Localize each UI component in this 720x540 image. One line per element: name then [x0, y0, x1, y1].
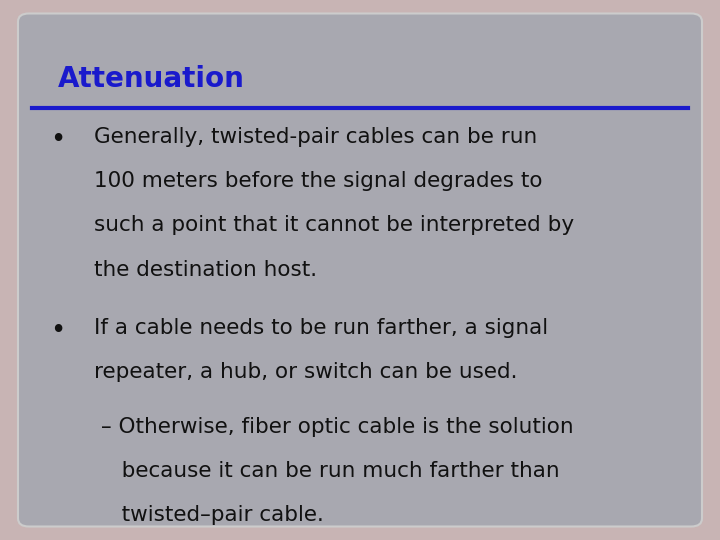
Text: repeater, a hub, or switch can be used.: repeater, a hub, or switch can be used.	[94, 362, 517, 382]
Text: twisted–pair cable.: twisted–pair cable.	[101, 505, 324, 525]
FancyBboxPatch shape	[18, 14, 702, 526]
Text: 100 meters before the signal degrades to: 100 meters before the signal degrades to	[94, 171, 542, 191]
Text: – Otherwise, fiber optic cable is the solution: – Otherwise, fiber optic cable is the so…	[101, 417, 573, 437]
Text: such a point that it cannot be interpreted by: such a point that it cannot be interpret…	[94, 215, 574, 235]
Text: Attenuation: Attenuation	[58, 65, 245, 93]
Text: •: •	[50, 318, 66, 343]
Text: the destination host.: the destination host.	[94, 260, 317, 280]
Text: •: •	[50, 127, 66, 153]
Text: Generally, twisted-pair cables can be run: Generally, twisted-pair cables can be ru…	[94, 127, 537, 147]
Text: because it can be run much farther than: because it can be run much farther than	[101, 461, 559, 481]
Text: If a cable needs to be run farther, a signal: If a cable needs to be run farther, a si…	[94, 318, 548, 338]
